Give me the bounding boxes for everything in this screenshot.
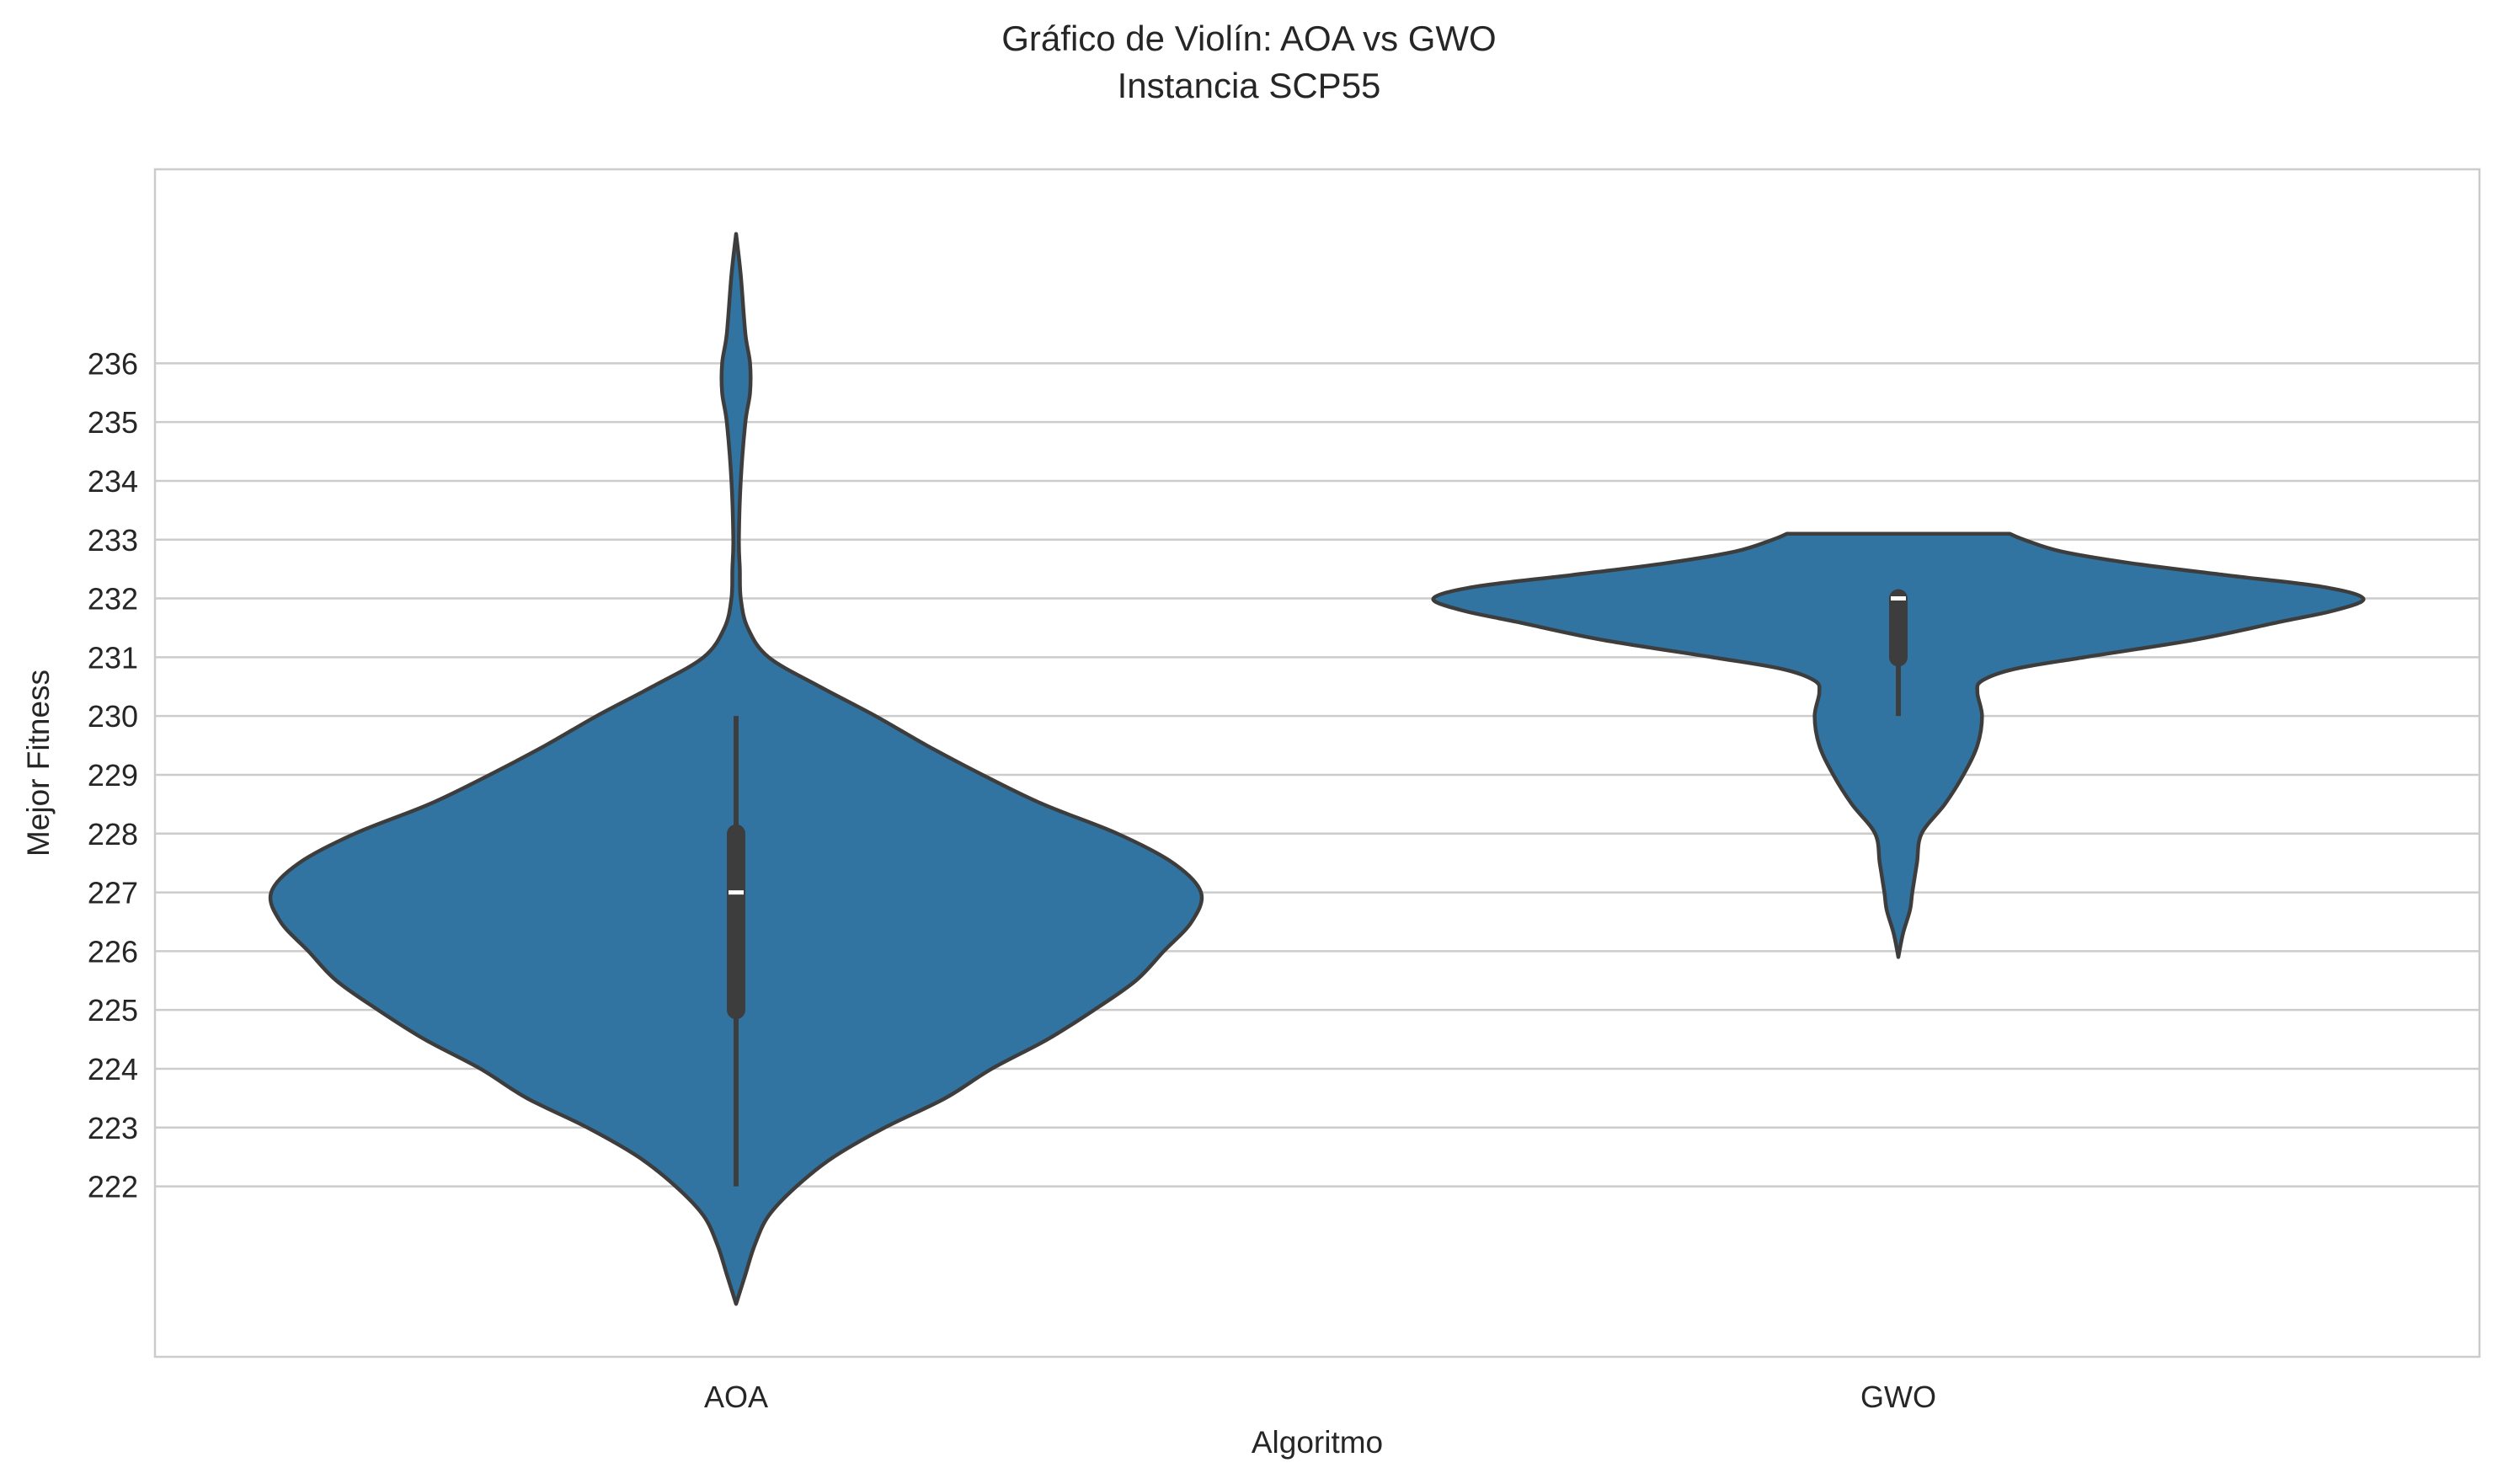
y-tick-224: 224 — [88, 1052, 138, 1086]
y-tick-228: 228 — [88, 817, 138, 851]
chart-subtitle: Instancia SCP55 — [1117, 66, 1381, 105]
y-tick-236: 236 — [88, 346, 138, 381]
y-tick-226: 226 — [88, 934, 138, 969]
violin-gwo — [1431, 531, 2366, 959]
y-tick-225: 225 — [88, 993, 138, 1028]
y-tick-235: 235 — [88, 405, 138, 440]
x-tick-labels: AOA GWO — [704, 1380, 1936, 1414]
y-tick-labels: 222 223 224 225 226 227 228 229 230 231 232 233 234 2… — [88, 346, 138, 1204]
x-tick-aoa: AOA — [704, 1380, 768, 1414]
chart-title: Gráfico de Violín: AOA vs GWO — [1001, 19, 1497, 58]
plot-frame — [153, 168, 2481, 1359]
y-tick-234: 234 — [88, 464, 138, 499]
violins — [268, 232, 2366, 1306]
y-tick-232: 232 — [88, 582, 138, 617]
y-tick-223: 223 — [88, 1111, 138, 1145]
y-axis-label: Mejor Fitness — [21, 670, 56, 857]
y-tick-229: 229 — [88, 758, 138, 793]
x-axis-label: Algoritmo — [1252, 1425, 1383, 1460]
y-tick-231: 231 — [88, 640, 138, 675]
y-tick-222: 222 — [88, 1170, 138, 1204]
x-tick-gwo: GWO — [1860, 1380, 1936, 1414]
y-tick-230: 230 — [88, 699, 138, 734]
y-tick-233: 233 — [88, 523, 138, 558]
y-tick-227: 227 — [88, 876, 138, 910]
